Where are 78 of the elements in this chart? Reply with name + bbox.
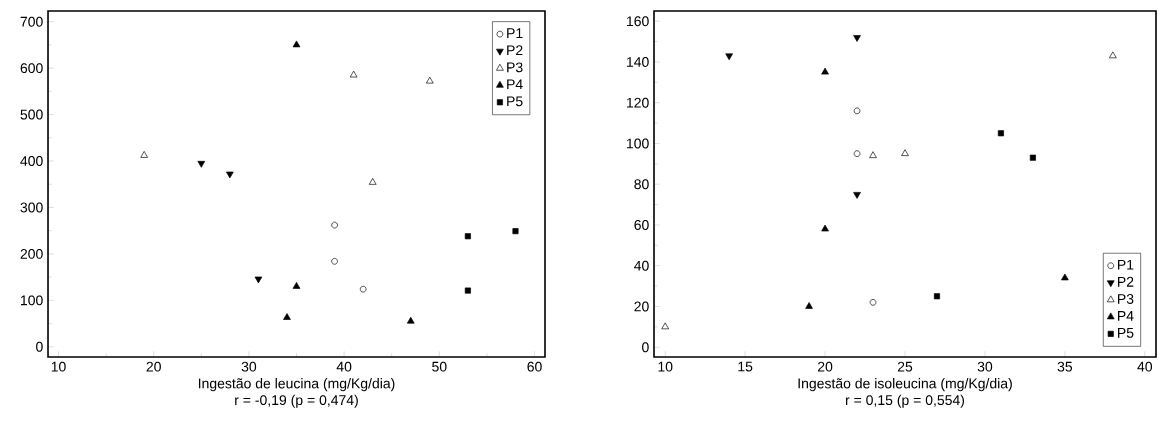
- x-tick-label: 30: [977, 361, 993, 372]
- point: [1061, 273, 1069, 281]
- x-tick-label: 20: [146, 361, 161, 372]
- y-tick-label: 100: [21, 295, 43, 306]
- y-tick-label: 120: [627, 97, 649, 108]
- x-axis-title: Ingestão de leucina (mg/Kg/dia): [198, 378, 395, 392]
- point: [197, 160, 206, 168]
- point: [292, 40, 301, 48]
- legend-label: P5: [507, 96, 523, 107]
- point: [1109, 51, 1117, 59]
- point: [853, 150, 861, 157]
- x-tick-label: 10: [658, 361, 673, 372]
- point: [464, 287, 471, 294]
- point: [853, 107, 861, 115]
- point: [426, 76, 434, 84]
- y-tick-label: 160: [627, 16, 649, 27]
- point: [331, 221, 338, 229]
- x-tick-label: 20: [817, 361, 833, 372]
- legend-label: P1: [1118, 259, 1134, 270]
- y-tick-label: 60: [634, 220, 649, 230]
- point: [292, 282, 301, 289]
- x-tick-label: 40: [336, 361, 352, 372]
- point: [821, 224, 829, 232]
- point: [805, 302, 813, 309]
- y-tick-label: 140: [627, 56, 649, 67]
- point: [869, 151, 877, 159]
- text: r = -0,19 (p = 0,474): [235, 394, 358, 408]
- legend-label: P2: [1118, 276, 1134, 287]
- point: [140, 151, 148, 158]
- y-tick-label: 20: [634, 301, 649, 312]
- x-tick-label: 10: [51, 361, 66, 372]
- y-tick-label: 700: [20, 16, 43, 27]
- point: [869, 299, 877, 306]
- legend-label: P1: [507, 28, 523, 38]
- point: [331, 258, 338, 265]
- y-tick-label: 100: [627, 138, 649, 149]
- point: [725, 53, 733, 61]
- y-tick-label: 200: [20, 248, 43, 259]
- y-tick-label: 0: [36, 341, 43, 352]
- legend-label: P3: [1118, 293, 1134, 304]
- point: [283, 313, 291, 320]
- legend-label: P4: [507, 79, 523, 90]
- x-tick-label: 25: [897, 361, 913, 372]
- point: [1029, 154, 1036, 161]
- x-tick-label: 60: [527, 361, 542, 372]
- y-tick-label: 600: [20, 63, 43, 74]
- y-tick-label: 0: [642, 342, 649, 353]
- x-axis-title: Ingestão de isoleucina (mg/Kg/dia): [798, 378, 1012, 392]
- y-tick-label: 400: [20, 156, 43, 166]
- point: [853, 35, 861, 42]
- point: [349, 70, 358, 78]
- text: r = 0,15 (p = 0,554): [846, 394, 965, 408]
- point: [368, 178, 377, 185]
- x-tick-label: 35: [1057, 361, 1073, 372]
- point: [853, 192, 861, 199]
- point: [933, 293, 940, 300]
- point: [254, 276, 263, 284]
- point: [359, 285, 367, 293]
- point: [661, 322, 669, 330]
- y-tick-label: 500: [20, 109, 43, 120]
- point: [821, 67, 829, 75]
- point: [464, 233, 471, 240]
- legend-label: P2: [507, 45, 523, 56]
- point: [901, 149, 909, 156]
- legend-label: P3: [507, 62, 523, 73]
- x-tick-label: 15: [738, 361, 753, 372]
- point: [512, 228, 519, 235]
- point: [997, 130, 1004, 137]
- legend-label: P5: [1118, 328, 1134, 338]
- y-tick-label: 80: [634, 179, 649, 190]
- y-tick-label: 40: [634, 260, 649, 271]
- point: [226, 171, 234, 179]
- x-tick-label: 50: [432, 361, 447, 372]
- x-tick-label: 40: [1137, 361, 1153, 372]
- x-tick-label: 30: [241, 361, 257, 372]
- y-tick-label: 300: [20, 202, 43, 213]
- legend-label: P4: [1118, 311, 1134, 321]
- point: [406, 316, 415, 324]
